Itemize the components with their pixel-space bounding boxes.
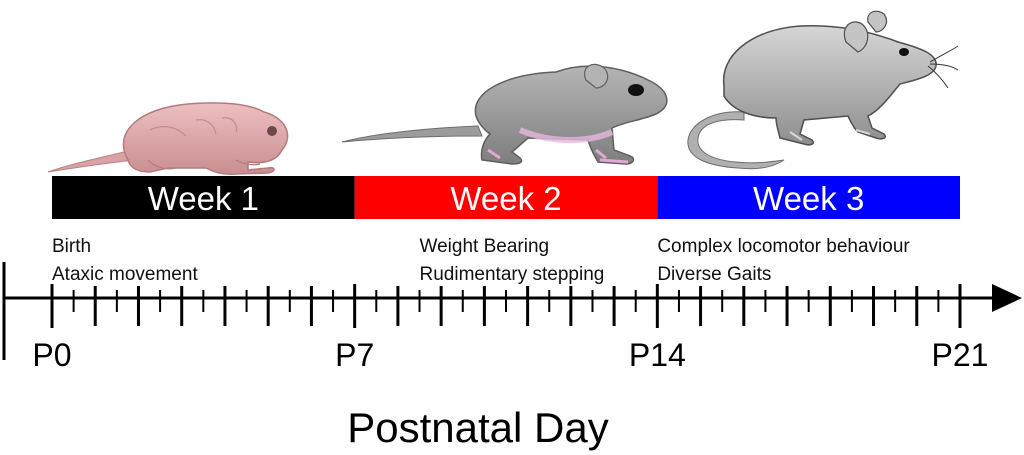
week-bars: Week 1 Week 2 Week 3: [52, 176, 960, 219]
milestone-weight-bearing: Weight Bearing: [420, 236, 550, 257]
mouse-juvenile-illustration: [341, 63, 668, 165]
milestone-complex-locomotor: Complex locomotor behaviour: [657, 236, 910, 257]
week-1-bar: [52, 176, 355, 219]
milestone-birth: Birth: [52, 236, 91, 257]
axis-arrowhead: [992, 284, 1022, 312]
mouse-pup-illustration: [47, 102, 289, 175]
axis-ticks: [50, 284, 962, 328]
milestone-notes: Birth Ataxic movement Weight Bearing Rud…: [52, 236, 910, 285]
axis-label-p0: P0: [32, 337, 71, 373]
axis-label-p21: P21: [932, 337, 989, 373]
axis-label-p7: P7: [335, 337, 374, 373]
week-3-bar: [657, 176, 960, 219]
milestone-rudimentary-stepping: Rudimentary stepping: [420, 264, 605, 285]
week-2-bar: [354, 176, 658, 219]
postnatal-day-axis: P0 P7 P14 P21 Postnatal Day: [2, 262, 1022, 451]
milestone-ataxic-movement: Ataxic movement: [52, 264, 198, 285]
axis-title: Postnatal Day: [347, 404, 608, 451]
week-1-label: Week 1: [148, 180, 259, 217]
mouse-adult-illustration: [687, 10, 959, 170]
week-3-label: Week 3: [753, 180, 864, 217]
milestone-diverse-gaits: Diverse Gaits: [657, 264, 771, 285]
week-2-label: Week 2: [450, 180, 561, 217]
axis-label-p14: P14: [629, 337, 686, 373]
